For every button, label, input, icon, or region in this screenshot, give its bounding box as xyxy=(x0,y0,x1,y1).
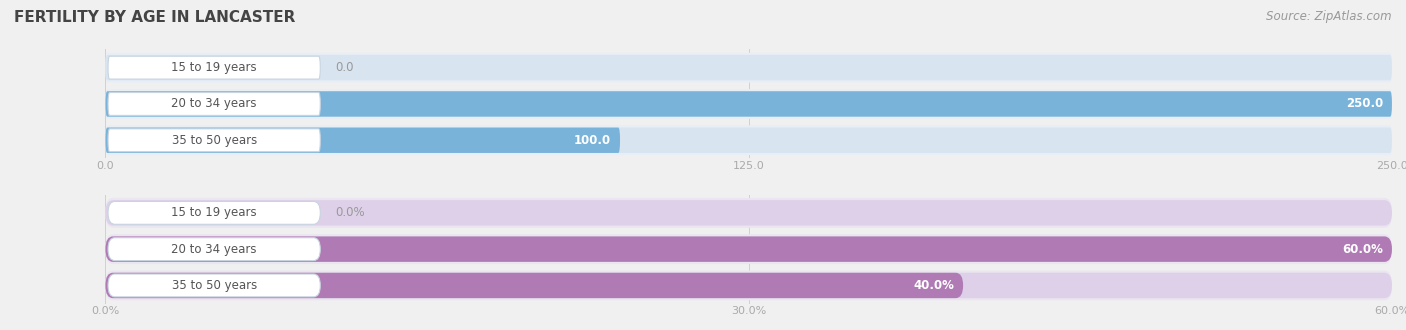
FancyBboxPatch shape xyxy=(105,273,1392,298)
FancyBboxPatch shape xyxy=(105,236,1392,262)
FancyBboxPatch shape xyxy=(105,198,1392,228)
FancyBboxPatch shape xyxy=(105,273,963,298)
FancyBboxPatch shape xyxy=(105,234,1392,264)
Text: 0.0%: 0.0% xyxy=(336,206,366,219)
FancyBboxPatch shape xyxy=(108,56,321,79)
Text: 60.0%: 60.0% xyxy=(1343,243,1384,256)
Text: 15 to 19 years: 15 to 19 years xyxy=(172,206,257,219)
FancyBboxPatch shape xyxy=(108,238,321,261)
FancyBboxPatch shape xyxy=(105,55,1392,80)
FancyBboxPatch shape xyxy=(105,271,1392,300)
Text: 35 to 50 years: 35 to 50 years xyxy=(172,134,257,147)
Text: 15 to 19 years: 15 to 19 years xyxy=(172,61,257,74)
FancyBboxPatch shape xyxy=(105,91,1392,116)
Text: 20 to 34 years: 20 to 34 years xyxy=(172,243,257,256)
Text: FERTILITY BY AGE IN LANCASTER: FERTILITY BY AGE IN LANCASTER xyxy=(14,10,295,25)
FancyBboxPatch shape xyxy=(105,125,1392,155)
Text: 100.0: 100.0 xyxy=(574,134,612,147)
FancyBboxPatch shape xyxy=(108,201,321,224)
FancyBboxPatch shape xyxy=(105,127,1392,153)
Text: 40.0%: 40.0% xyxy=(914,279,955,292)
FancyBboxPatch shape xyxy=(108,92,321,115)
Text: 20 to 34 years: 20 to 34 years xyxy=(172,97,257,111)
FancyBboxPatch shape xyxy=(105,127,620,153)
FancyBboxPatch shape xyxy=(105,91,1392,116)
FancyBboxPatch shape xyxy=(108,274,321,297)
FancyBboxPatch shape xyxy=(105,236,1392,262)
FancyBboxPatch shape xyxy=(105,53,1392,82)
Text: 0.0: 0.0 xyxy=(336,61,354,74)
FancyBboxPatch shape xyxy=(105,200,1392,226)
Text: 250.0: 250.0 xyxy=(1346,97,1384,111)
Text: 35 to 50 years: 35 to 50 years xyxy=(172,279,257,292)
Text: Source: ZipAtlas.com: Source: ZipAtlas.com xyxy=(1267,10,1392,23)
FancyBboxPatch shape xyxy=(105,89,1392,119)
FancyBboxPatch shape xyxy=(108,129,321,152)
